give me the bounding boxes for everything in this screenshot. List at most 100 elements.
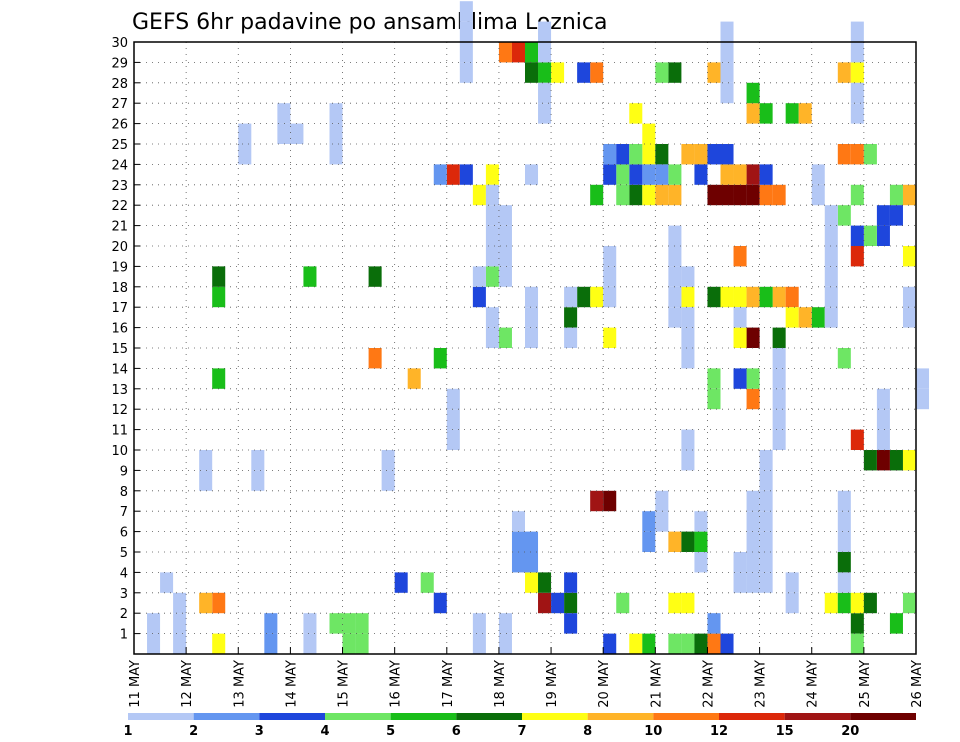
gridlines bbox=[134, 42, 916, 654]
colorbar-segment bbox=[325, 713, 391, 720]
heatmap-cell bbox=[902, 592, 916, 614]
heatmap-cell bbox=[655, 164, 669, 185]
heatmap-cell bbox=[212, 266, 226, 287]
heatmap-cell bbox=[837, 348, 851, 369]
y-tick-label: 17 bbox=[111, 301, 128, 316]
heatmap-cell bbox=[850, 613, 864, 634]
heatmap-cell bbox=[485, 246, 499, 267]
heatmap-cell bbox=[837, 490, 851, 512]
heatmap-cell bbox=[498, 42, 512, 63]
heatmap-cell bbox=[785, 592, 799, 614]
heatmap-cell bbox=[212, 592, 226, 614]
heatmap-cell bbox=[238, 144, 252, 165]
heatmap-cell bbox=[655, 144, 669, 165]
heatmap-cell bbox=[694, 144, 708, 165]
colorbar-label: 3 bbox=[255, 724, 264, 739]
heatmap-cell bbox=[850, 246, 864, 267]
heatmap-cell bbox=[889, 613, 903, 634]
heatmap-cell bbox=[498, 327, 512, 348]
colorbar-label: 5 bbox=[386, 724, 395, 739]
heatmap-cell bbox=[498, 613, 512, 634]
y-tick-label: 8 bbox=[120, 485, 128, 500]
colorbar-segment bbox=[390, 713, 457, 720]
heatmap-cell bbox=[472, 184, 486, 206]
heatmap-cell bbox=[212, 286, 226, 308]
heatmap-cell bbox=[746, 184, 760, 206]
heatmap-cell bbox=[824, 246, 838, 267]
heatmap-cell bbox=[876, 409, 890, 430]
heatmap-cell bbox=[759, 164, 773, 185]
heatmap-cell bbox=[538, 592, 552, 614]
x-tick-label: 12 MAY bbox=[180, 660, 195, 708]
heatmap-cell bbox=[577, 62, 591, 83]
heatmap-cell bbox=[720, 184, 734, 206]
colorbar-label: 6 bbox=[452, 724, 461, 739]
colorbar-segment bbox=[653, 713, 719, 720]
colorbar-label: 15 bbox=[776, 724, 794, 739]
y-tick-label: 12 bbox=[111, 403, 128, 418]
heatmap-cell bbox=[707, 613, 721, 634]
y-axis-ticks: 1234567891011121314151617181920212223242… bbox=[111, 36, 140, 643]
y-tick-label: 21 bbox=[111, 220, 128, 235]
heatmap-cell bbox=[720, 286, 734, 308]
heatmap-cell bbox=[538, 103, 552, 124]
heatmap-cell bbox=[329, 123, 343, 144]
heatmap-cell bbox=[577, 286, 591, 308]
heatmap-cell bbox=[459, 21, 473, 42]
heatmap-cell bbox=[538, 21, 552, 42]
heatmap-cell bbox=[485, 307, 499, 328]
heatmap-cell bbox=[863, 225, 877, 246]
heatmap-cell bbox=[746, 572, 760, 593]
y-tick-label: 15 bbox=[111, 342, 128, 357]
x-tick-label: 26 MAY bbox=[910, 660, 925, 708]
heatmap-cell bbox=[876, 205, 890, 226]
heatmap-cell bbox=[850, 592, 864, 614]
colorbar-label: 20 bbox=[841, 724, 859, 739]
y-tick-label: 26 bbox=[111, 118, 128, 133]
heatmap-cell bbox=[342, 633, 356, 654]
heatmap-cell bbox=[525, 572, 539, 593]
colorbar-label: 10 bbox=[644, 724, 662, 739]
heatmap-cell bbox=[720, 633, 734, 654]
heatmap-cell bbox=[264, 613, 278, 634]
y-tick-label: 5 bbox=[120, 546, 128, 561]
heatmap-cell bbox=[759, 286, 773, 308]
heatmap-cell bbox=[525, 307, 539, 328]
heatmap-cell bbox=[733, 572, 747, 593]
heatmap-cell bbox=[472, 633, 486, 654]
y-tick-label: 25 bbox=[111, 138, 128, 153]
heatmap-cell bbox=[850, 144, 864, 165]
heatmap-cell bbox=[850, 42, 864, 63]
heatmap-cell bbox=[511, 531, 525, 552]
heatmap-cell bbox=[485, 184, 499, 206]
heatmap-cell bbox=[759, 511, 773, 532]
heatmap-cell bbox=[160, 572, 174, 593]
heatmap-cell bbox=[850, 633, 864, 654]
heatmap-cell bbox=[733, 307, 747, 328]
heatmap-cell bbox=[629, 164, 643, 185]
heatmap-cell bbox=[772, 348, 786, 369]
heatmap-cell bbox=[485, 205, 499, 226]
y-tick-label: 16 bbox=[111, 322, 128, 337]
heatmap-cell bbox=[629, 144, 643, 165]
heatmap-cell bbox=[824, 592, 838, 614]
heatmap-cell bbox=[525, 62, 539, 83]
heatmap-cell bbox=[173, 592, 187, 614]
heatmap-cell bbox=[629, 103, 643, 124]
heatmap-cell bbox=[511, 42, 525, 63]
heatmap-cell bbox=[564, 613, 578, 634]
heatmap-cell bbox=[459, 1, 473, 22]
heatmap-cell bbox=[538, 62, 552, 83]
heatmap-cell bbox=[603, 164, 617, 185]
heatmap-cell bbox=[785, 572, 799, 593]
heatmap-cell bbox=[811, 307, 825, 328]
heatmap-cell bbox=[472, 286, 486, 308]
heatmap-cell bbox=[785, 307, 799, 328]
heatmap-cell bbox=[251, 470, 265, 491]
heatmap-cell bbox=[746, 82, 760, 104]
heatmap-cell bbox=[772, 368, 786, 389]
heatmap-cell bbox=[511, 511, 525, 532]
heatmap-cell bbox=[329, 103, 343, 124]
heatmap-cell bbox=[668, 164, 682, 185]
heatmap-cell bbox=[824, 286, 838, 308]
